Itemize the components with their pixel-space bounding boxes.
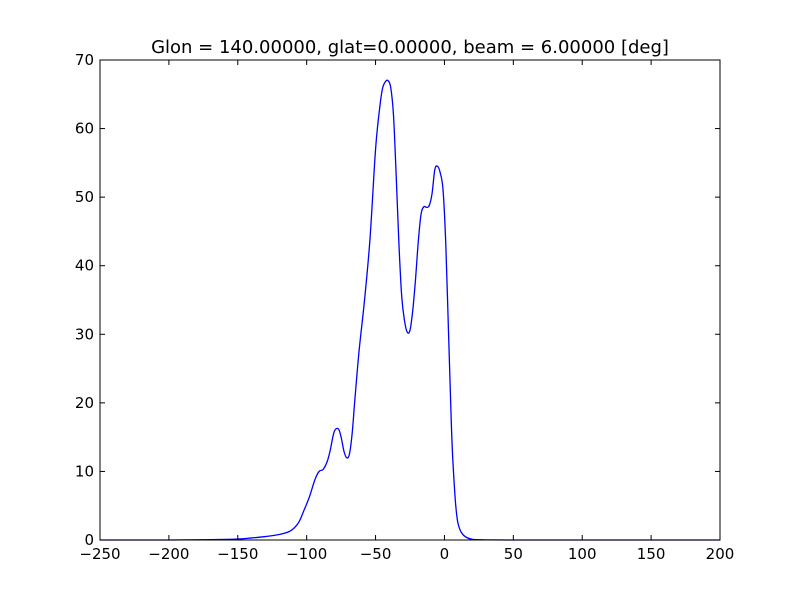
series-line-0 <box>100 79 720 541</box>
y-tick-label: 10 <box>75 462 94 480</box>
x-tick-label: −50 <box>360 545 392 563</box>
plot-frame <box>99 59 721 541</box>
y-tick-label: 60 <box>75 120 94 138</box>
x-tick-label: −200 <box>148 545 189 563</box>
x-tick-label: 200 <box>706 545 735 563</box>
y-tick-label: 30 <box>75 325 94 343</box>
x-tick-label: −150 <box>217 545 258 563</box>
series-layer <box>100 79 720 541</box>
x-tick-label: 0 <box>440 545 450 563</box>
x-tick-label: 150 <box>637 545 666 563</box>
tick-layer: −250 −200 −150 −100 −50 0 50 100 150 200 0 10 20 30 40… <box>75 51 734 563</box>
x-tick-label: 100 <box>568 545 597 563</box>
x-tick-label: −100 <box>286 545 327 563</box>
x-tick-label: 50 <box>504 545 523 563</box>
chart-title: Glon = 140.00000, glat=0.00000, beam = 6… <box>151 37 669 58</box>
x-tick-label: −250 <box>79 545 120 563</box>
y-tick-label: 20 <box>75 394 94 412</box>
y-tick-label: 40 <box>75 257 94 275</box>
y-tick-label: 0 <box>84 531 94 549</box>
y-tick-label: 50 <box>75 188 94 206</box>
y-tick-label: 70 <box>75 51 94 69</box>
